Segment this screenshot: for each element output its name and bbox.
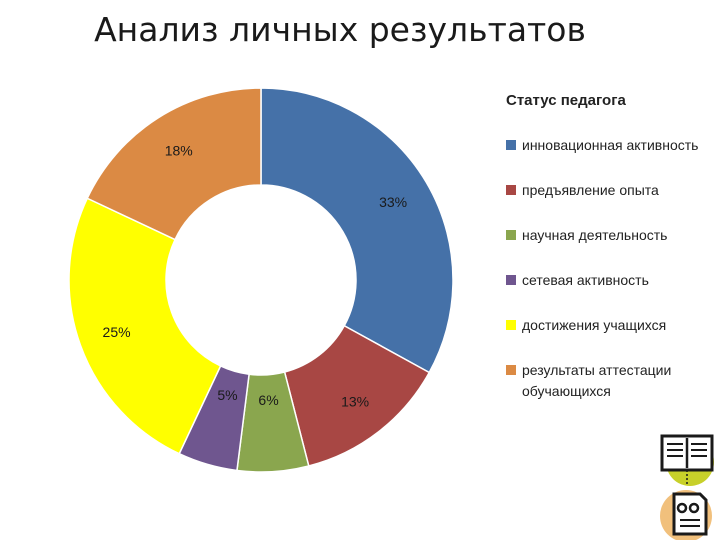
legend-swatch bbox=[506, 365, 516, 375]
legend-swatch bbox=[506, 230, 516, 240]
legend-label: научная деятельность bbox=[522, 227, 668, 243]
legend-item: результаты аттестации обучающихся bbox=[506, 360, 712, 402]
doughnut-slice bbox=[86, 87, 262, 241]
slice-data-label: 13% bbox=[341, 393, 369, 409]
legend-swatch bbox=[506, 185, 516, 195]
open-book-icon bbox=[660, 434, 714, 486]
slide-title: Анализ личных результатов bbox=[94, 10, 586, 49]
document-icon bbox=[660, 490, 712, 540]
legend-swatch bbox=[506, 140, 516, 150]
doughnut-slice bbox=[68, 197, 222, 455]
chart-legend: Статус педагога инновационная активность… bbox=[506, 92, 712, 426]
legend-item: инновационная активность bbox=[506, 135, 712, 156]
slice-data-label: 5% bbox=[217, 387, 237, 403]
doughnut-slice bbox=[260, 87, 454, 374]
legend-item: достижения учащихся bbox=[506, 315, 712, 336]
legend-swatch bbox=[506, 275, 516, 285]
legend-title: Статус педагога bbox=[506, 92, 626, 109]
slice-data-label: 6% bbox=[258, 392, 278, 408]
legend-label: инновационная активность bbox=[522, 137, 699, 153]
slice-data-label: 25% bbox=[103, 324, 131, 340]
legend-label: результаты аттестации обучающихся bbox=[522, 362, 672, 399]
legend-swatch bbox=[506, 320, 516, 330]
legend-item: сетевая активность bbox=[506, 270, 712, 291]
slice-data-label: 33% bbox=[379, 194, 407, 210]
legend-label: сетевая активность bbox=[522, 272, 649, 288]
corner-icons bbox=[660, 434, 714, 540]
slice-data-label: 18% bbox=[165, 142, 193, 158]
legend-item: предъявление опыта bbox=[506, 180, 712, 201]
legend-label: достижения учащихся bbox=[522, 317, 667, 333]
legend-label: предъявление опыта bbox=[522, 182, 659, 198]
legend-item: научная деятельность bbox=[506, 225, 712, 246]
